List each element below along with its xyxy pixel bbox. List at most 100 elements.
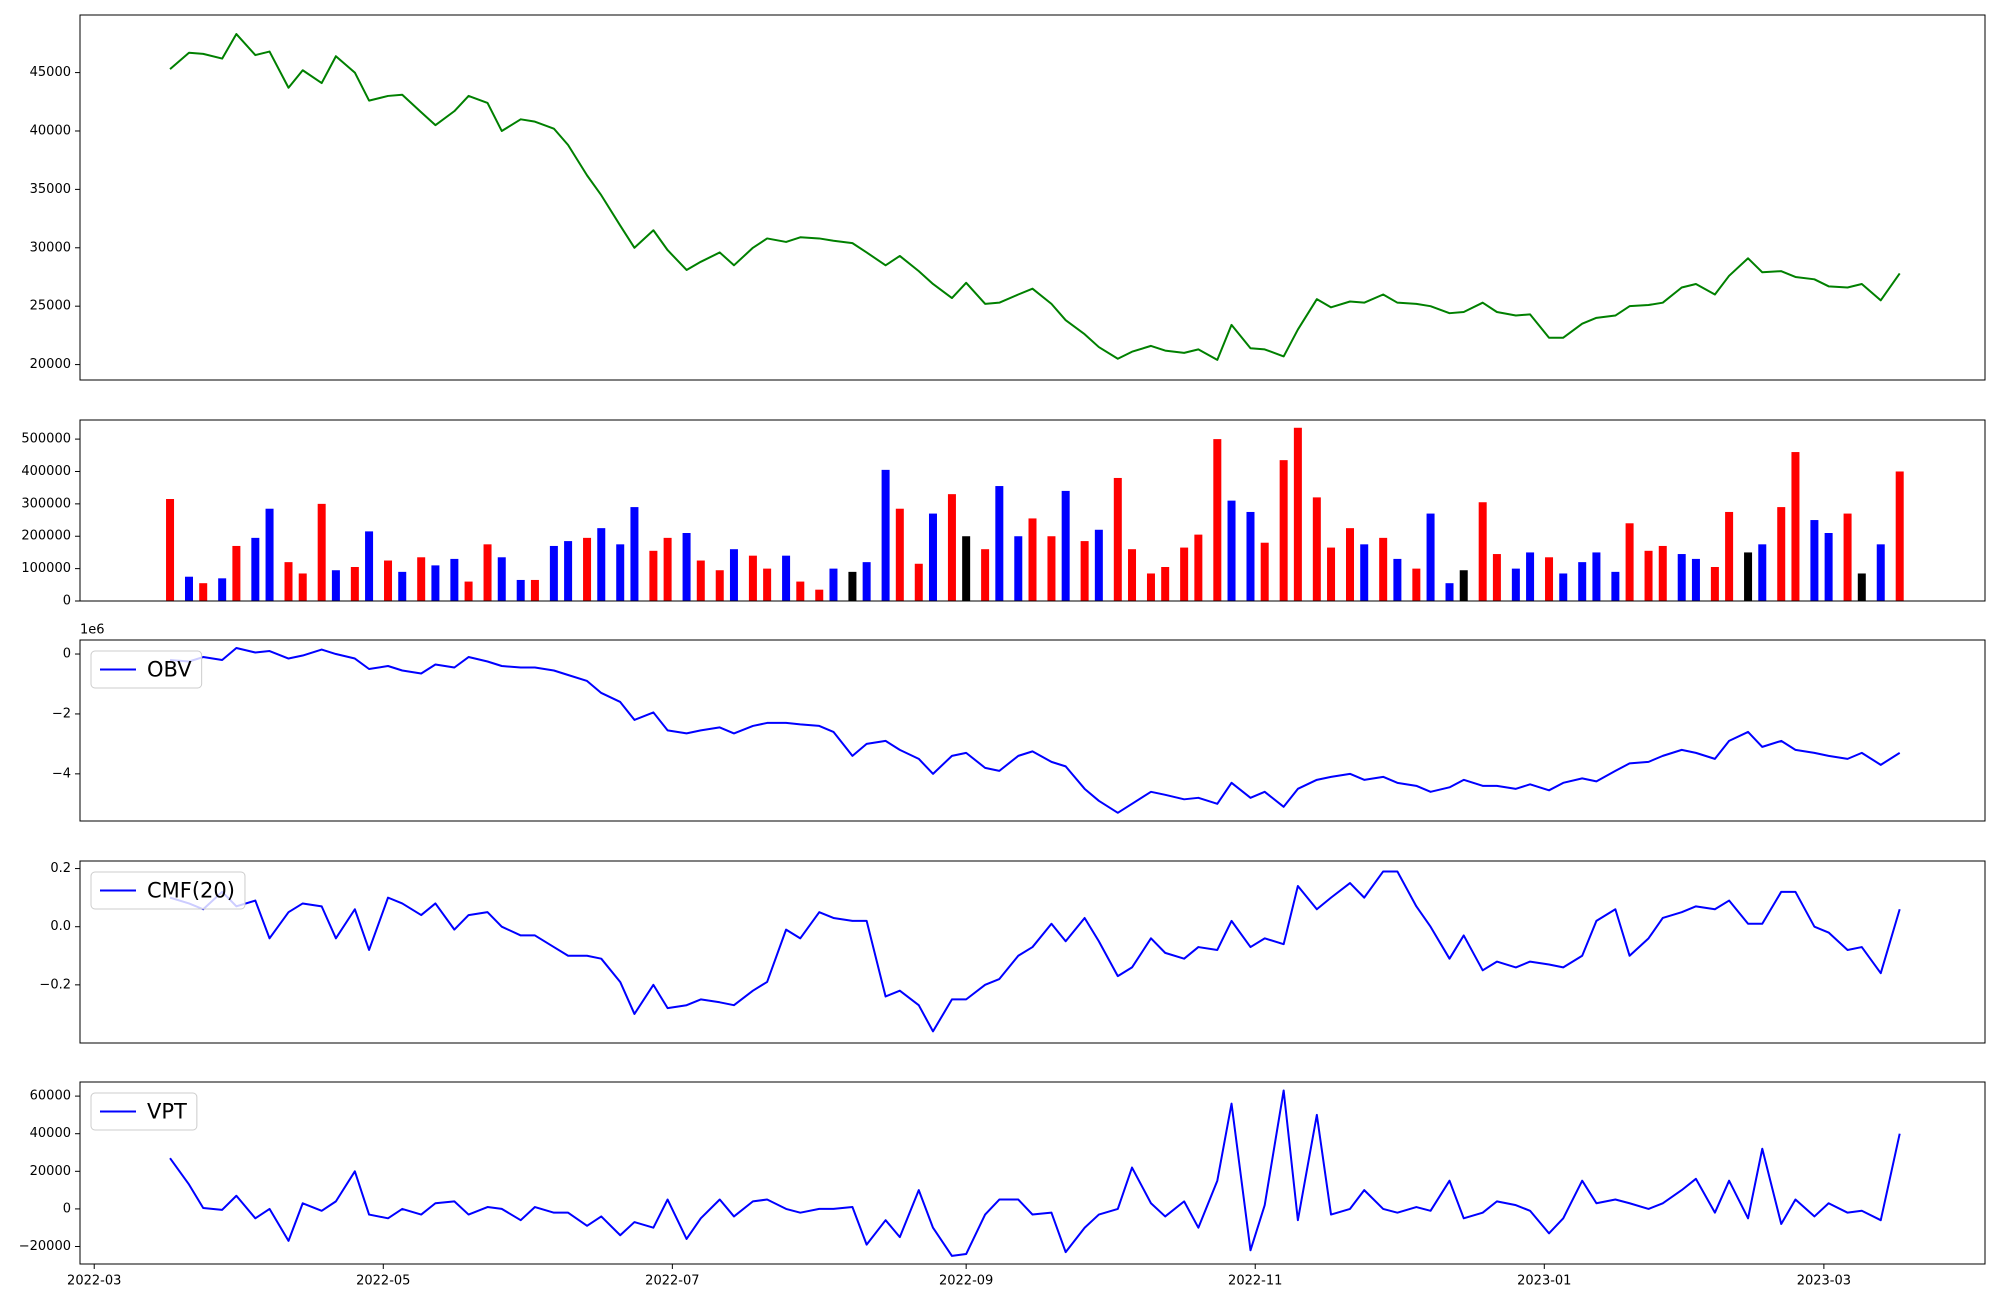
volume-bar bbox=[317, 503, 326, 601]
volume-bar bbox=[483, 544, 492, 601]
volume-bar bbox=[1180, 547, 1189, 601]
plot-frame bbox=[79, 860, 1986, 1044]
plot-frame bbox=[79, 1081, 1986, 1265]
y-tick-label: −0.2 bbox=[39, 977, 71, 992]
volume-bar bbox=[1658, 545, 1667, 601]
volume-bar bbox=[682, 533, 691, 601]
plot-frame bbox=[79, 639, 1986, 822]
x-tick-label: 2023-01 bbox=[1517, 1274, 1571, 1289]
volume-bar bbox=[564, 541, 573, 601]
volume-bar bbox=[417, 557, 426, 601]
y-tick-label: 25000 bbox=[30, 299, 71, 314]
volume-bar bbox=[1644, 550, 1653, 601]
y-tick-label: 0 bbox=[63, 1201, 71, 1216]
y-tick-label: −20000 bbox=[19, 1239, 71, 1254]
series-line bbox=[169, 870, 1901, 1033]
volume-bar bbox=[1810, 520, 1819, 601]
volume-bar bbox=[1758, 544, 1767, 601]
volume-bar bbox=[1677, 554, 1686, 601]
volume-bar bbox=[1014, 536, 1023, 601]
series-line bbox=[169, 33, 1901, 361]
volume-bar bbox=[1346, 528, 1354, 601]
volume-bar bbox=[1260, 542, 1269, 601]
y-tick-label: 40000 bbox=[30, 123, 71, 138]
x-tick-label: 2022-09 bbox=[939, 1274, 993, 1289]
y-tick-label: 200000 bbox=[21, 529, 71, 544]
y-tick-label: 300000 bbox=[21, 496, 71, 511]
volume-bar bbox=[431, 565, 440, 601]
volume-bar bbox=[1876, 544, 1885, 601]
volume-bar bbox=[881, 469, 890, 601]
volume-bar bbox=[331, 570, 340, 601]
volume-bar bbox=[649, 550, 658, 601]
volume-bar bbox=[1426, 513, 1435, 601]
volume-bar bbox=[715, 570, 724, 601]
y-tick-label: 20000 bbox=[30, 357, 71, 372]
volume-bar bbox=[1725, 511, 1734, 601]
volume-bar bbox=[284, 562, 293, 601]
volume-bar bbox=[450, 558, 459, 601]
x-tick-label: 2023-03 bbox=[1797, 1274, 1851, 1289]
volume-bar bbox=[1028, 518, 1037, 601]
offset-text: 1e6 bbox=[80, 623, 105, 638]
volume-bar bbox=[1246, 511, 1255, 601]
volume-bar bbox=[1279, 460, 1288, 601]
volume-bar bbox=[365, 531, 374, 601]
volume-bar bbox=[748, 555, 757, 601]
volume-bar bbox=[583, 537, 592, 601]
volume-bar bbox=[1146, 573, 1155, 601]
y-tick-label: 35000 bbox=[30, 182, 71, 197]
volume-bar bbox=[384, 560, 393, 601]
volume-bar bbox=[597, 528, 606, 601]
volume-bar bbox=[696, 560, 705, 601]
legend: VPT bbox=[90, 1092, 198, 1131]
volume-bar bbox=[862, 562, 871, 601]
legend: CMF(20) bbox=[90, 871, 246, 910]
volume-bar bbox=[928, 513, 937, 601]
y-tick-label: −4 bbox=[52, 766, 71, 781]
volume-bar bbox=[1777, 507, 1786, 601]
volume-bar bbox=[1360, 544, 1369, 601]
volume-bar bbox=[1545, 557, 1554, 601]
volume-bar bbox=[298, 573, 307, 601]
volume-bar bbox=[1213, 439, 1222, 601]
legend-label: CMF(20) bbox=[147, 879, 235, 903]
volume-bar bbox=[497, 557, 506, 601]
volume-bar bbox=[763, 568, 772, 601]
volume-bar bbox=[947, 494, 956, 601]
y-tick-label: 0 bbox=[63, 594, 71, 609]
legend-box bbox=[90, 1092, 198, 1131]
plot-frame bbox=[79, 14, 1986, 381]
volume-bar bbox=[1194, 534, 1203, 601]
volume-bar bbox=[829, 568, 838, 601]
volume-bar bbox=[218, 578, 227, 601]
legend-box bbox=[90, 871, 246, 910]
volume-bar bbox=[516, 579, 525, 601]
volume-bar bbox=[166, 499, 175, 601]
volume-bar bbox=[848, 571, 857, 601]
x-tick-label: 2022-11 bbox=[1228, 1274, 1282, 1289]
y-tick-label: 30000 bbox=[30, 240, 71, 255]
y-tick-label: 0 bbox=[63, 647, 71, 662]
volume-bar bbox=[815, 589, 824, 601]
volume-bar bbox=[962, 536, 971, 601]
volume-bar bbox=[782, 555, 791, 601]
volume-bar bbox=[1227, 500, 1236, 601]
volume-bar bbox=[895, 508, 904, 601]
volume-bar bbox=[464, 581, 473, 601]
volume-bar bbox=[1625, 523, 1634, 601]
volume-bar bbox=[663, 537, 672, 601]
volume-bar bbox=[1511, 568, 1520, 601]
volume-bar bbox=[232, 545, 241, 601]
volume-bar bbox=[251, 537, 260, 601]
volume-bar bbox=[1379, 537, 1388, 601]
volume-bar bbox=[981, 549, 990, 601]
volume-bar bbox=[1559, 573, 1568, 601]
volume-bar bbox=[1843, 513, 1852, 601]
legend-label: OBV bbox=[147, 658, 192, 682]
volume-bar bbox=[1578, 562, 1587, 601]
volume-bar bbox=[1791, 452, 1800, 601]
volume-bar bbox=[1080, 541, 1089, 601]
y-tick-label: −2 bbox=[52, 706, 71, 721]
